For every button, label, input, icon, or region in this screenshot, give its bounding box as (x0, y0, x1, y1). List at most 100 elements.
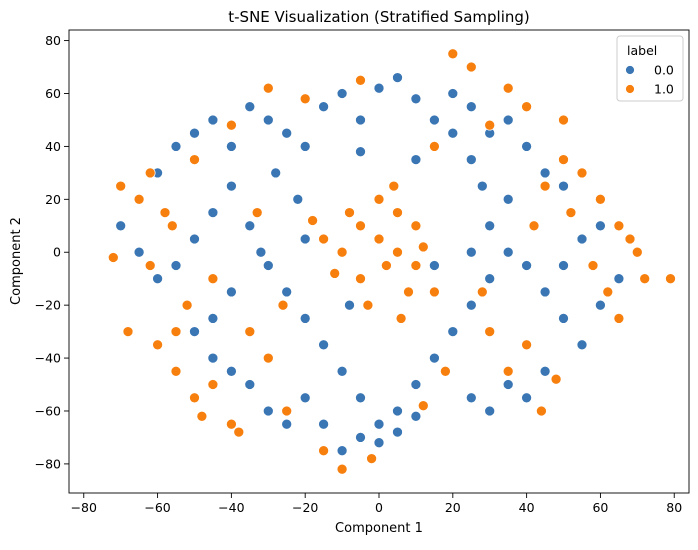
series-0-point-15 (429, 114, 440, 126)
y-tick-label: 40 (45, 139, 61, 154)
series-0-point-16 (447, 88, 459, 99)
x-tick-label: 60 (592, 500, 608, 515)
series-1-point-35 (307, 215, 318, 226)
series-1-point-6 (196, 410, 208, 422)
series-1-point-10 (133, 193, 145, 205)
y-tick-label: 60 (45, 86, 61, 101)
legend: label 0.0 1.0 (616, 35, 684, 102)
series-0-point-44 (502, 246, 514, 258)
series-1-point-62 (484, 326, 496, 337)
series-1-point-54 (429, 141, 440, 152)
series-1-point-71 (144, 260, 156, 271)
series-0-point-49 (595, 299, 606, 311)
series-0-point-50 (613, 273, 625, 285)
x-tick-label: −80 (71, 500, 97, 515)
series-1-point-16 (355, 220, 366, 232)
series-1-point-40 (613, 313, 625, 324)
series-1-point-65 (336, 463, 348, 475)
series-0-point-19 (502, 114, 514, 126)
series-0-point-58 (484, 405, 496, 417)
series-0-point-43 (484, 273, 496, 285)
y-tick-label: −40 (35, 351, 61, 366)
series-1-point-31 (388, 180, 400, 192)
series-1-point-25 (410, 220, 422, 232)
series-0-point-39 (410, 379, 422, 390)
series-1-point-74 (665, 273, 676, 285)
series-1-point-19 (410, 260, 422, 271)
series-0-point-71 (355, 432, 366, 443)
series-0-point-78 (410, 154, 422, 165)
series-1-point-68 (440, 365, 451, 377)
series-1-point-55 (355, 74, 366, 86)
series-0-point-46 (539, 286, 551, 298)
series-1-point-67 (417, 400, 429, 412)
series-1-point-32 (417, 241, 429, 253)
series-1-point-15 (170, 326, 182, 337)
series-0-point-7 (281, 127, 293, 139)
series-0-point-14 (410, 93, 422, 105)
series-1-point-24 (355, 273, 366, 285)
series-1-point-60 (502, 365, 514, 377)
series-0-point-72 (373, 437, 385, 449)
series-0-point-60 (299, 392, 311, 404)
series-0-point-85 (465, 246, 477, 258)
series-1-point-21 (318, 233, 329, 245)
y-tick-label: −20 (35, 298, 61, 313)
legend-marker-1 (625, 84, 635, 94)
series-0-point-2 (189, 127, 200, 139)
series-1-point-73 (550, 373, 562, 385)
x-tick-label: −20 (292, 500, 318, 515)
series-0-point-66 (189, 326, 200, 337)
series-1-point-0 (115, 180, 127, 192)
series-0-point-52 (595, 220, 606, 232)
series-0-point-41 (447, 326, 459, 337)
series-0-point-33 (299, 313, 311, 324)
series-0-point-20 (521, 141, 532, 152)
series-1-point-69 (233, 426, 245, 438)
series-1-point-64 (318, 445, 329, 457)
series-0-point-5 (244, 101, 256, 113)
series-1-point-28 (381, 260, 392, 271)
series-1-point-17 (373, 233, 385, 245)
series-0-point-30 (244, 220, 256, 232)
series-1-point-45 (602, 286, 614, 298)
series-0-point-3 (207, 114, 219, 126)
series-0-point-80 (292, 193, 304, 205)
series-0-point-84 (429, 260, 440, 271)
legend-marker-0 (625, 65, 635, 75)
series-1-point-3 (152, 339, 163, 351)
series-1-point-66 (366, 453, 377, 464)
x-axis-label: Component 1 (335, 521, 423, 536)
series-1-point-58 (226, 119, 237, 131)
series-0-point-1 (170, 141, 182, 152)
series-1-point-79 (251, 207, 263, 218)
series-1-point-23 (392, 207, 403, 218)
series-1-point-76 (528, 220, 540, 232)
series-1-point-61 (521, 339, 532, 351)
legend-label-0: 0.0 (654, 63, 674, 78)
y-axis-label: Component 2 (9, 217, 24, 305)
x-tick-label: 80 (666, 500, 682, 515)
series-0-point-28 (207, 207, 219, 218)
series-0-point-86 (484, 220, 496, 232)
series-0-point-21 (539, 167, 551, 179)
series-0-point-9 (318, 101, 329, 113)
y-tick-label: 20 (45, 192, 61, 207)
series-0-point-40 (429, 352, 440, 364)
series-1-point-39 (639, 273, 651, 285)
scatter-points (107, 48, 676, 475)
x-tick-label: 40 (519, 500, 535, 515)
series-0-point-57 (502, 379, 514, 390)
legend-label-1: 1.0 (654, 82, 674, 97)
series-0-point-54 (558, 260, 569, 271)
series-0-point-17 (465, 101, 477, 113)
series-0-point-83 (299, 233, 311, 245)
series-0-point-68 (226, 286, 237, 298)
y-tick-label: −80 (35, 456, 61, 471)
series-0-point-79 (355, 146, 366, 158)
y-tick-label: 80 (45, 33, 61, 48)
series-0-point-4 (226, 141, 237, 152)
series-0-point-89 (344, 299, 355, 311)
x-tick-label: −60 (144, 500, 170, 515)
series-0-point-47 (558, 313, 569, 324)
